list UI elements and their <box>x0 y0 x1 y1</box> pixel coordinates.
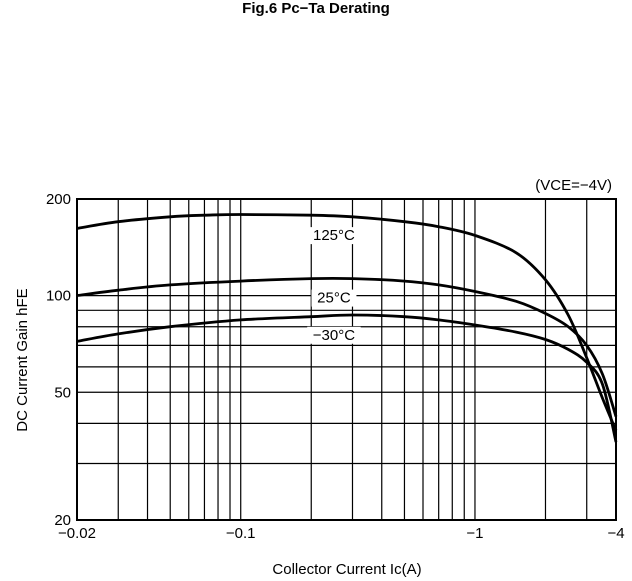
series-label-1: 25°C <box>317 290 351 307</box>
y-tick-label: 20 <box>54 512 71 529</box>
y-tick-label: 100 <box>46 288 71 305</box>
series-line-2 <box>76 313 618 443</box>
series-label-bg-0 <box>307 227 361 245</box>
x-tick-label: −0.1 <box>226 525 256 542</box>
condition-label: (VCE=−4V) <box>535 177 612 194</box>
x-tick-label: −4 <box>607 525 624 542</box>
plot-frame <box>76 198 617 521</box>
figure-title: Fig.6 Pc−Ta Derating <box>242 0 390 17</box>
series-line-0 <box>76 213 618 432</box>
series-label-bg-2 <box>307 326 361 344</box>
series-label-bg-1 <box>311 289 357 307</box>
series-labels: 125°C 25°C −30°C <box>307 227 361 344</box>
y-axis-label: DC Current Gain hFE <box>14 288 31 431</box>
x-tick-label: −1 <box>466 525 483 542</box>
series-lines <box>76 213 618 443</box>
series-line-1 <box>76 276 618 418</box>
y-tick-label: 50 <box>54 384 71 401</box>
x-axis-label: Collector Current Ic(A) <box>272 561 421 578</box>
grid <box>76 198 617 521</box>
tick-labels: −0.02 −0.1 −1 −4 20 50 100 200 <box>46 191 625 542</box>
series-label-2: −30°C <box>313 327 355 344</box>
x-tick-label: −0.02 <box>58 525 96 542</box>
series-label-0: 125°C <box>313 227 355 244</box>
y-tick-label: 200 <box>46 191 71 208</box>
